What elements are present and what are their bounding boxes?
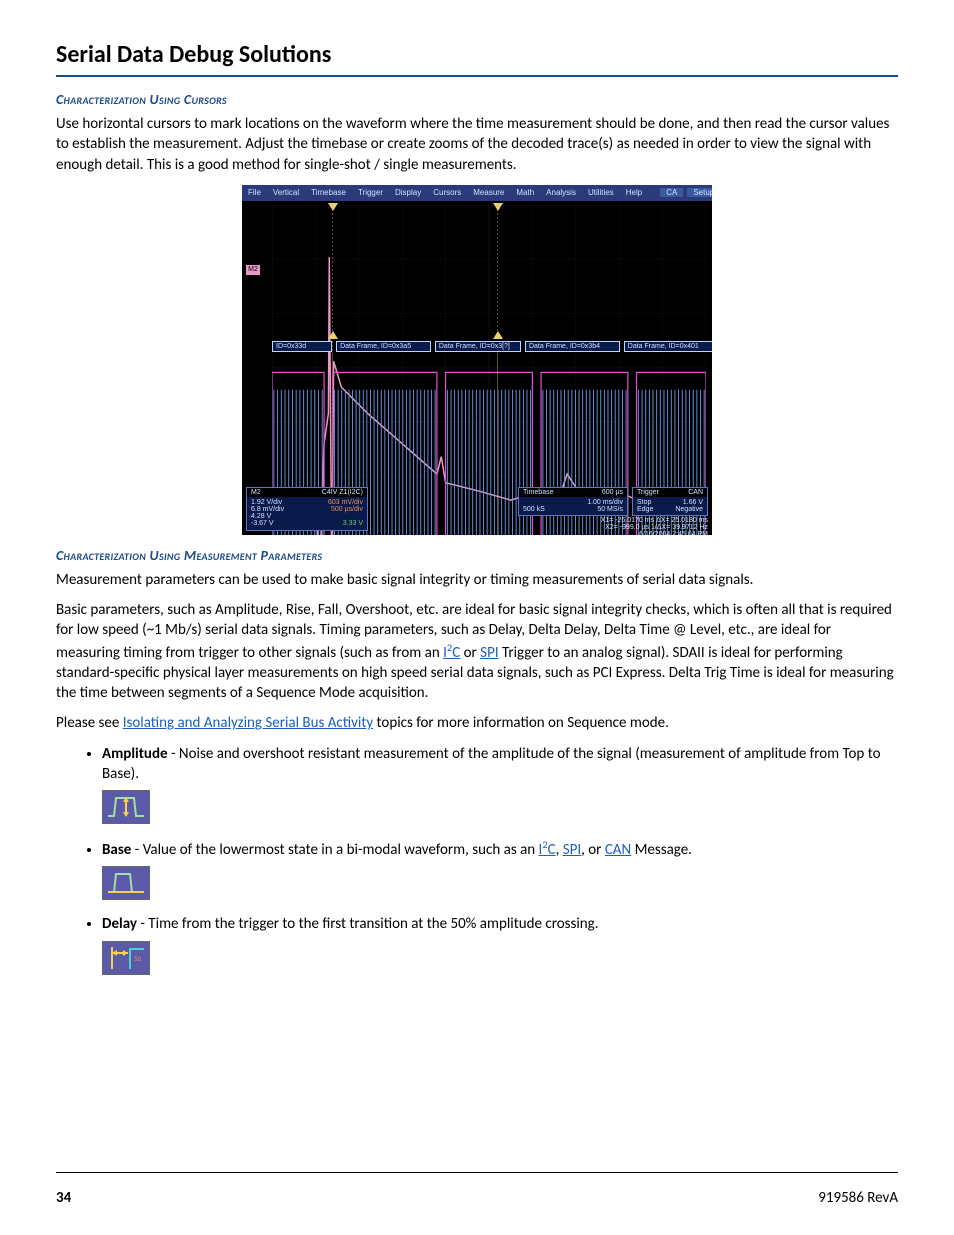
- term-base: Base: [102, 841, 131, 859]
- frame-label-row: ID=0x33d Data Frame, ID=0x3a5 Data Frame, …: [272, 341, 706, 352]
- menu-item[interactable]: Cursors: [427, 188, 467, 197]
- menu-item[interactable]: Vertical: [267, 188, 305, 197]
- cursor-delta-x: X1= -26.0170 ms ΔX= 25.0180 ms: [601, 517, 708, 524]
- amplitude-icon: [102, 790, 150, 824]
- frame-label: Data Frame, ID=0x401: [624, 341, 712, 352]
- timestamp: 6/16/2004 2:45:04 PM: [601, 531, 708, 535]
- menu-item[interactable]: File: [242, 188, 267, 197]
- footer-rule: [56, 1172, 898, 1173]
- menu-item[interactable]: Display: [389, 188, 427, 197]
- menu-item[interactable]: Utilities: [582, 188, 620, 197]
- cursor-arrow-icon: [328, 331, 338, 339]
- params-paragraph-1: Measurement parameters can be used to ma…: [56, 570, 898, 590]
- cursors-paragraph: Use horizontal cursors to mark locations…: [56, 114, 898, 175]
- subhead-cursors: Characterization Using Cursors: [56, 91, 898, 108]
- ca-button[interactable]: CA: [660, 188, 683, 197]
- doc-revision: 919586 RevA: [818, 1189, 898, 1207]
- i2c-link[interactable]: I2C: [539, 841, 556, 859]
- title-rule: [56, 75, 898, 77]
- cursor-arrow-icon: [493, 331, 503, 339]
- delay-icon: 50: [102, 941, 150, 975]
- digital-grid: ID=0x33d Data Frame, ID=0x3a5 Data Frame, …: [272, 341, 706, 481]
- setup-button[interactable]: Setup: [687, 188, 712, 197]
- channel-badge: M2: [246, 265, 260, 275]
- page-footer: 34 919586 RevA: [56, 1189, 898, 1207]
- params-paragraph-2: Basic parameters, such as Amplitude, Ris…: [56, 600, 898, 703]
- menu-item[interactable]: Trigger: [352, 188, 389, 197]
- base-icon: [102, 866, 150, 900]
- menu-item[interactable]: Help: [620, 188, 648, 197]
- cursor-delta-freq: X2= -999.0 µs 1/ΔX= 39.9712 Hz: [601, 524, 708, 531]
- m2-readout: M2C4IV Z1(I2C) 1.92 V/div603 mV/div 6.8 …: [246, 487, 368, 531]
- document-page: Serial Data Debug Solutions Characteriza…: [0, 0, 954, 1235]
- cursor-arrow-icon: [493, 203, 503, 211]
- parameter-definitions-list: Amplitude - Noise and overshoot resistan…: [56, 744, 898, 975]
- spi-link[interactable]: SPI: [480, 644, 498, 662]
- menu-item[interactable]: Analysis: [540, 188, 582, 197]
- scope-infobar: M2C4IV Z1(I2C) 1.92 V/div603 mV/div 6.8 …: [246, 487, 708, 531]
- term-delay: Delay: [102, 915, 137, 933]
- list-item: Amplitude - Noise and overshoot resistan…: [102, 744, 898, 825]
- frame-label: ID=0x33d: [272, 341, 332, 352]
- term-amplitude: Amplitude: [102, 745, 168, 763]
- menu-item[interactable]: Math: [510, 188, 540, 197]
- frame-label: Data Frame, ID=0x3[?]: [435, 341, 521, 352]
- menu-item[interactable]: Measure: [467, 188, 510, 197]
- isolating-link[interactable]: Isolating and Analyzing Serial Bus Activ…: [123, 714, 373, 732]
- page-title: Serial Data Debug Solutions: [56, 40, 898, 69]
- scope-menubar: File Vertical Timebase Trigger Display C…: [242, 185, 712, 201]
- cursor-arrow-icon: [328, 203, 338, 211]
- frame-label: Data Frame, ID=0x3b4: [525, 341, 620, 352]
- sequence-mode-paragraph: Please see Isolating and Analyzing Seria…: [56, 713, 898, 733]
- menu-item[interactable]: Timebase: [305, 188, 352, 197]
- svg-text:50: 50: [134, 954, 142, 963]
- trigger-readout: TriggerCAN Stop1.66 V EdgeNegative: [632, 487, 708, 516]
- scope-figure: File Vertical Timebase Trigger Display C…: [56, 185, 898, 535]
- frame-label: Data Frame, ID=0x3a5: [336, 341, 431, 352]
- i2c-link[interactable]: I2C: [443, 644, 460, 662]
- subhead-params: Characterization Using Measurement Param…: [56, 547, 898, 564]
- list-item: Delay - Time from the trigger to the fir…: [102, 914, 898, 974]
- can-link[interactable]: CAN: [605, 841, 631, 859]
- list-item: Base - Value of the lowermost state in a…: [102, 838, 898, 900]
- spi-link[interactable]: SPI: [563, 841, 581, 859]
- page-number: 34: [56, 1189, 71, 1207]
- analog-grid: [272, 205, 706, 337]
- timebase-readout: Timebase600 µs 1.00 ms/div 500 kS50 MS/s: [518, 487, 628, 516]
- scope-screen: File Vertical Timebase Trigger Display C…: [242, 185, 712, 535]
